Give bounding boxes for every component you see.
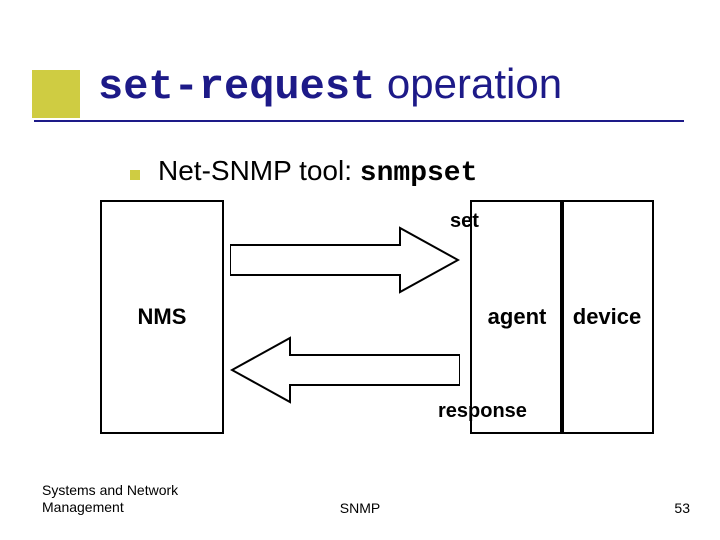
footer-page-number: 53 <box>674 500 690 516</box>
bullet-prefix: Net-SNMP tool: <box>158 155 360 186</box>
title-accent-square <box>32 70 80 118</box>
title-underline <box>34 120 684 122</box>
arrow-right-icon <box>230 225 460 295</box>
bullet-marker-icon <box>130 170 140 180</box>
footer-left-line1: Systems and Network <box>42 482 222 499</box>
arrow-set <box>230 225 460 295</box>
footer-center: SNMP <box>0 500 720 516</box>
arrow-response <box>230 335 460 405</box>
bullet-item: Net-SNMP tool: snmpset <box>130 155 477 189</box>
bullet-text: Net-SNMP tool: snmpset <box>158 155 477 189</box>
arrow-set-label: set <box>450 210 479 233</box>
arrow-response-label: response <box>438 400 527 423</box>
node-nms: NMS <box>100 200 224 434</box>
title-rest: operation <box>375 60 562 107</box>
node-device-label: device <box>573 304 642 330</box>
node-nms-label: NMS <box>138 304 187 330</box>
node-agent: agent <box>470 200 564 434</box>
node-device: device <box>560 200 654 434</box>
snmp-diagram: NMS agent device set response <box>100 200 640 450</box>
title-code: set-request <box>98 63 375 111</box>
node-agent-label: agent <box>488 304 547 330</box>
slide-title: set-request operation <box>98 60 562 111</box>
bullet-code: snmpset <box>360 158 478 189</box>
arrow-left-icon <box>230 335 460 405</box>
